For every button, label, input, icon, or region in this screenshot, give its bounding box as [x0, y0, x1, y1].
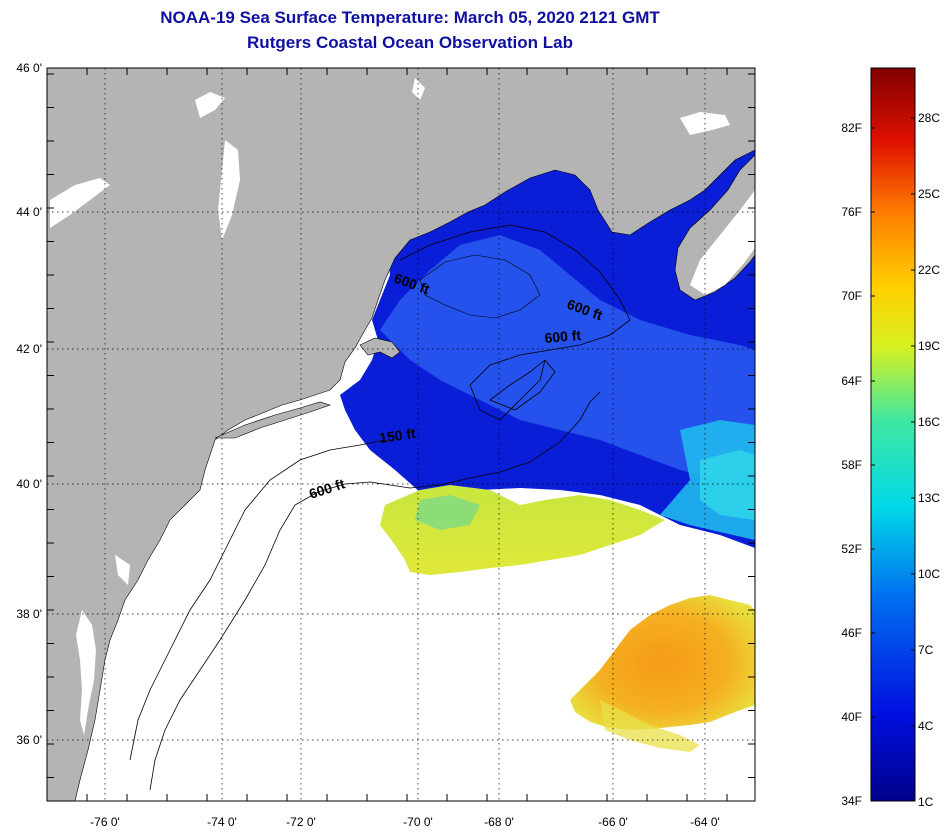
- cb-label-c: 10C: [918, 567, 940, 581]
- inland-lake-3: [50, 178, 110, 228]
- latitude-labels: 46 0' 44 0' 42 0' 40 0' 38 0' 36 0': [16, 61, 42, 747]
- cb-label-f: 46F: [841, 626, 862, 640]
- cb-label-f: 34F: [841, 794, 862, 808]
- shelf-green-patch: [415, 495, 480, 530]
- warm-eddy-region: [570, 595, 755, 730]
- cb-label-f: 40F: [841, 710, 862, 724]
- lon-label: -70 0': [403, 815, 433, 829]
- longitude-labels: -76 0' -74 0' -72 0' -70 0' -68 0' -66 0…: [90, 815, 720, 829]
- contour-label: 150 ft: [378, 425, 417, 446]
- contour-600ft-south: [149, 391, 601, 791]
- cb-label-c: 4C: [918, 719, 934, 733]
- lat-label: 36 0': [16, 733, 42, 747]
- lon-label: -74 0': [207, 815, 237, 829]
- lon-label: -72 0': [286, 815, 316, 829]
- contour-gulf-of-maine: [399, 224, 631, 421]
- map-subtitle: Rutgers Coastal Ocean Observation Lab: [247, 33, 573, 52]
- cb-label-f: 52F: [841, 542, 862, 556]
- cb-label-f: 70F: [841, 289, 862, 303]
- cb-label-c: 7C: [918, 643, 934, 657]
- map-title: NOAA-19 Sea Surface Temperature: March 0…: [160, 8, 660, 27]
- lon-label: -64 0': [690, 815, 720, 829]
- colorbar: [870, 67, 916, 802]
- cb-label-f: 82F: [841, 121, 862, 135]
- inland-lake-1: [195, 92, 225, 118]
- lon-label: -68 0': [484, 815, 514, 829]
- land-long-island: [214, 401, 331, 439]
- land-cape-cod: [359, 337, 401, 359]
- map-frame: [46, 67, 756, 802]
- colorbar-fahrenheit-labels: 82F 76F 70F 64F 58F 52F 46F 40F 34F: [841, 121, 862, 808]
- nearshore-lighter-blue: [380, 235, 755, 480]
- chesapeake-bay: [76, 610, 96, 735]
- lat-label: 42 0': [16, 342, 42, 356]
- lon-label: -66 0': [598, 815, 628, 829]
- inland-lake-2: [218, 140, 240, 240]
- lon-label: -76 0': [90, 815, 120, 829]
- colorbar-celsius-labels: 28C 25C 22C 19C 16C 13C 10C 7C 4C 1C: [918, 111, 940, 809]
- land-mainland: [47, 68, 755, 801]
- cb-label-c: 13C: [918, 491, 940, 505]
- inland-lake-4: [412, 78, 425, 100]
- land-nova-scotia-white: [690, 190, 755, 295]
- cb-label-f: 76F: [841, 205, 862, 219]
- lat-label: 40 0': [16, 477, 42, 491]
- cb-label-f: 58F: [841, 458, 862, 472]
- cyan-water-2: [700, 450, 755, 520]
- contour-150ft: [129, 439, 386, 761]
- contour-georges-bank: [489, 359, 556, 411]
- cb-label-c: 28C: [918, 111, 940, 125]
- lat-label: 38 0': [16, 607, 42, 621]
- cb-label-c: 1C: [918, 795, 934, 809]
- cb-label-f: 64F: [841, 374, 862, 388]
- cb-label-c: 25C: [918, 187, 940, 201]
- delaware-bay: [115, 555, 130, 585]
- lat-label: 46 0': [16, 61, 42, 75]
- contour-inner: [419, 254, 541, 319]
- cb-label-c: 19C: [918, 339, 940, 353]
- graticule: [46, 68, 755, 801]
- cb-label-c: 16C: [918, 415, 940, 429]
- contour-label: 600 ft: [544, 327, 582, 346]
- cb-label-c: 22C: [918, 263, 940, 277]
- lat-label: 44 0': [16, 205, 42, 219]
- colorbar-ticks: [871, 117, 915, 727]
- warm-eddy-edge: [600, 700, 700, 752]
